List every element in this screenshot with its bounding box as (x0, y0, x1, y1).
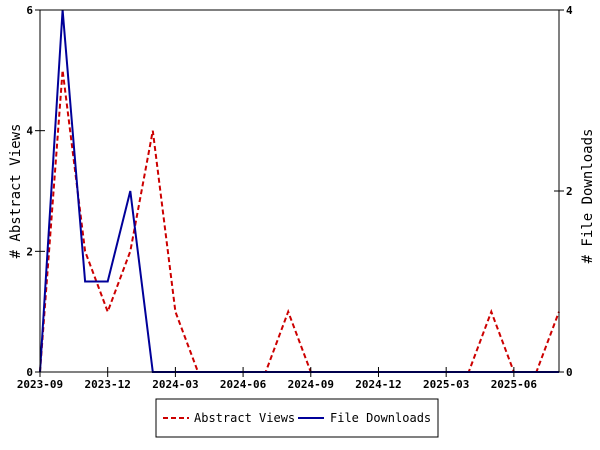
left-tick-label: 0 (26, 366, 33, 379)
series-line-file-downloads (39, 9, 559, 373)
x-tick-label: 2024-09 (288, 378, 334, 391)
right-axis: 0 2 4 (554, 4, 573, 379)
x-tick-label: 2023-09 (17, 378, 63, 391)
left-tick-label: 6 (26, 4, 33, 17)
left-tick-label: 4 (26, 125, 33, 138)
legend: Abstract Views File Downloads (155, 398, 439, 438)
x-tick-label: 2023-12 (85, 378, 131, 391)
left-axis-title: # Abstract Views (8, 124, 24, 259)
left-axis: 0 2 4 6 (26, 4, 45, 379)
x-tick-label: 2024-03 (152, 378, 198, 391)
right-tick-label: 0 (566, 366, 573, 379)
right-tick-label: 2 (566, 185, 573, 198)
legend-label-file-downloads: File Downloads (330, 411, 431, 425)
x-axis: 2023-09 2023-12 2024-03 2024-06 2024-09 2024-… (17, 367, 538, 391)
x-tick-label: 2025-06 (491, 378, 538, 391)
plot-lines (39, 9, 560, 373)
x-tick-label: 2024-06 (220, 378, 267, 391)
legend-box (155, 398, 439, 438)
series-line-abstract-views (39, 70, 560, 373)
legend-label-abstract-views: Abstract Views (194, 411, 295, 425)
x-tick-label: 2024-12 (355, 378, 401, 391)
right-axis-title: # File Downloads (580, 129, 596, 264)
right-tick-label: 4 (566, 4, 573, 17)
plot-frame (39, 9, 560, 373)
x-tick-label: 2025-03 (423, 378, 469, 391)
left-tick-label: 2 (26, 245, 33, 258)
